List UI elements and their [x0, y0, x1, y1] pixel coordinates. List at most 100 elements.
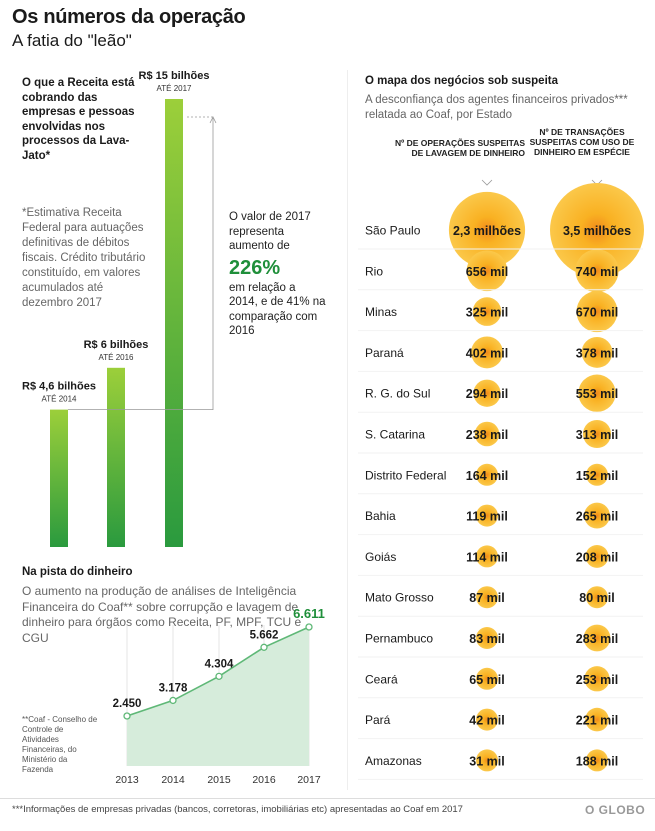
bubble-value-label: 114 mil	[466, 550, 508, 564]
bubble-value-label: 265 mil	[576, 510, 618, 524]
state-label: Bahia	[365, 509, 396, 523]
page-title: Os números da operação	[12, 6, 246, 28]
footer-logo: O GLOBO	[585, 803, 646, 817]
area-value-label: 2.450	[113, 698, 142, 710]
footer-note: ***Informações de empresas privadas (ban…	[12, 804, 463, 815]
area-point	[123, 712, 131, 720]
bubble-value-label: 253 mil	[576, 673, 618, 687]
state-label: Pará	[365, 713, 391, 727]
bubble-especie	[586, 586, 608, 609]
column-arrow	[481, 179, 493, 186]
bubble-value-label: 221 mil	[576, 714, 618, 728]
bubble-especie	[584, 666, 610, 692]
bubble-especie	[586, 463, 608, 486]
bubble-value-label: 3,5 milhões	[563, 224, 631, 238]
area-fill	[127, 627, 309, 766]
bubble-especie	[586, 749, 608, 772]
mapa-description: A desconfiança dos agentes financeiros p…	[365, 94, 628, 121]
area-x-tick: 2017	[297, 774, 321, 786]
receita-annotation: O valor de 2017 representa aumento de 22…	[229, 210, 327, 339]
bar-value-label: R$ 4,6 bilhões	[22, 381, 96, 393]
footer-divider	[0, 798, 655, 799]
state-label: R. G. do Sul	[365, 387, 430, 401]
bar-até-2016	[107, 367, 125, 547]
bubble-operacoes	[474, 421, 500, 447]
bubble-value-label: 740 mil	[576, 265, 618, 279]
bubble-especie	[575, 249, 619, 293]
bubble-operacoes	[476, 627, 498, 649]
bubble-value-label: 83 mil	[469, 632, 504, 646]
state-label: Ceará	[365, 672, 398, 686]
bar-value-label: R$ 15 bilhões	[139, 70, 210, 82]
bubble-value-label: 119 mil	[466, 510, 508, 524]
bubble-value-label: 164 mil	[466, 469, 508, 483]
bubble-value-label: 670 mil	[576, 306, 618, 320]
mapa-heading: O mapa dos negócios sob suspeita	[365, 75, 558, 87]
bar-category-label: ATÉ 2016	[99, 353, 135, 362]
area-value-label: 5.662	[250, 629, 279, 641]
receita-footnote: *Estimativa Receita Federal para autuaçõ…	[22, 207, 146, 309]
area-point	[305, 623, 313, 631]
bubble-especie	[582, 419, 612, 449]
mapa-col1-header: Nº DE OPERAÇÕES SUSPEITAS DE LAVAGEM DE …	[395, 138, 525, 158]
bubble-value-label: 208 mil	[576, 550, 618, 564]
area-point	[169, 696, 177, 705]
bubble-operacoes	[472, 297, 502, 326]
state-label: Minas	[365, 305, 397, 319]
bubble-especie	[585, 544, 609, 568]
mapa-col2-header: Nº DE TRANSAÇÕES SUSPEITAS COM USO DE DI…	[529, 127, 635, 157]
bubble-especie	[585, 707, 609, 732]
bubble-value-label: 313 mil	[576, 428, 618, 442]
bubble-value-label: 378 mil	[576, 346, 618, 360]
bubble-especie	[581, 336, 613, 368]
area-value-label: 6.611	[293, 606, 325, 621]
bubble-value-label: 294 mil	[466, 387, 508, 401]
bubble-operacoes	[476, 667, 498, 690]
pista-heading: Na pista do dinheiro	[22, 566, 133, 578]
state-label: Rio	[365, 264, 383, 278]
area-x-tick: 2014	[161, 774, 185, 786]
bar-category-label: ATÉ 2014	[42, 395, 78, 404]
bubble-value-label: 80 mil	[579, 591, 614, 605]
state-label: S. Catarina	[365, 428, 425, 442]
area-x-tick: 2016	[252, 774, 276, 786]
area-point	[260, 643, 268, 651]
receita-bar-chart: R$ 4,6 bilhões ATÉ 2014 R$ 6 bilhões ATÉ 20…	[22, 70, 217, 547]
bubble-especie	[576, 291, 618, 333]
bubble-operacoes	[476, 463, 498, 486]
state-label: Paraná	[365, 346, 404, 360]
bubble-value-label: 553 mil	[576, 387, 618, 401]
bracket-arrow	[209, 116, 217, 124]
bubble-value-label: 31 mil	[469, 754, 504, 768]
column-divider	[347, 70, 348, 790]
bubble-value-label: 325 mil	[466, 306, 508, 320]
annotation-post: em relação a 2014, e de 41% na comparaçã…	[229, 281, 326, 338]
bubble-operacoes	[476, 749, 498, 772]
bracket-line	[68, 117, 214, 411]
bubble-value-label: 65 mil	[469, 673, 504, 687]
pista-footnote: **Coaf - Conselho de Controle de Ativida…	[22, 715, 98, 774]
bubble-especie	[578, 374, 616, 412]
bubble-operacoes	[471, 336, 503, 369]
bubble-value-label: 42 mil	[469, 714, 504, 728]
pista-area-chart: 2.450 2013 3.178 2014 4.304 2015 5.662 2016 6.61…	[113, 606, 325, 786]
bubble-especie	[584, 502, 610, 529]
state-label: Distrito Federal	[365, 468, 446, 482]
bar-value-label: R$ 6 bilhões	[84, 339, 149, 351]
bubble-operacoes	[476, 504, 498, 527]
bubble-value-label: 152 mil	[576, 469, 618, 483]
state-label: Goiás	[365, 550, 396, 564]
bubble-operacoes	[473, 379, 501, 407]
area-x-tick: 2015	[207, 774, 231, 786]
bubble-value-label: 656 mil	[466, 265, 508, 279]
bubble-operacoes	[476, 545, 498, 568]
bubble-operacoes	[476, 708, 498, 731]
bubble-operacoes	[466, 250, 508, 292]
state-label: Mato Grosso	[365, 591, 434, 605]
bubble-value-label: 87 mil	[469, 591, 504, 605]
bubble-value-label: 238 mil	[466, 428, 508, 442]
bar-category-label: ATÉ 2017	[157, 84, 193, 93]
area-value-label: 4.304	[205, 658, 234, 670]
area-point	[215, 672, 223, 680]
bar-até-2014	[50, 409, 68, 547]
